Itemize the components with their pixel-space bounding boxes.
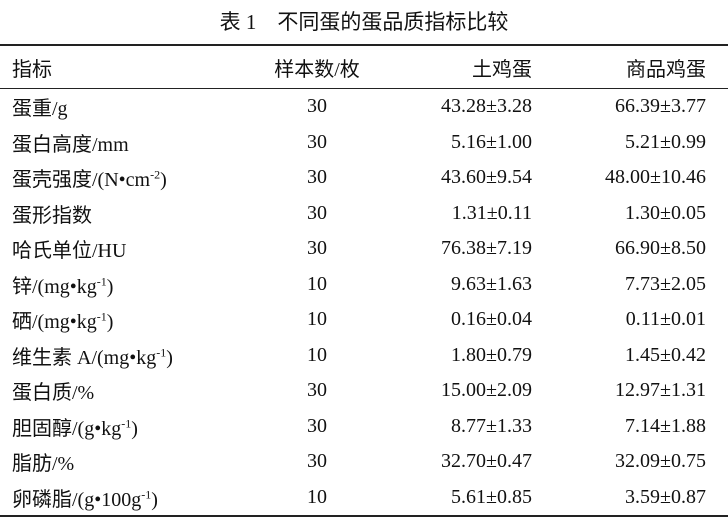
superscript: -1 (96, 309, 107, 324)
cell-text: 卵磷脂/(g•100g (12, 488, 142, 511)
cell: 蛋白质/% (12, 382, 95, 405)
header-cell: 指标 (12, 58, 52, 81)
cell: 7.14±1.88 (625, 414, 706, 437)
cell: 蛋白高度/mm (12, 133, 129, 156)
cell: 32.70±0.47 (441, 450, 532, 473)
cell: 66.39±3.77 (615, 95, 706, 118)
cell: 卵磷脂/(g•100g-1) (0, 480, 242, 517)
cell: 蛋形指数 (12, 204, 92, 227)
table-row: 蛋重/g 30 43.28±3.28 66.39±3.77 (0, 89, 728, 125)
table-row: 胆固醇/(g•kg-1) 30 8.77±1.33 7.14±1.88 (0, 409, 728, 445)
table-row: 硒/(mg•kg-1) 10 0.16±0.04 0.11±0.01 (0, 302, 728, 338)
cell: 30 (307, 201, 327, 224)
cell-text: ) (106, 275, 114, 298)
cell: 1.30±0.05 (625, 201, 706, 224)
cell-text: ) (166, 346, 173, 369)
cell: 蛋壳强度/(N•cm-2) (0, 160, 242, 196)
cell: 10 (307, 343, 327, 366)
cell: 43.28±3.28 (441, 95, 532, 118)
cell: 5.21±0.99 (625, 130, 706, 153)
cell: 10 (307, 308, 327, 331)
cell: 10 (307, 272, 327, 295)
cell: 锌/(mg•kg-1) (0, 267, 242, 303)
cell: 0.11±0.01 (625, 308, 706, 331)
table-row: 锌/(mg•kg-1) 10 9.63±1.63 7.73±2.05 (0, 267, 728, 303)
cell: 7.73±2.05 (625, 272, 706, 295)
superscript: -2 (150, 167, 161, 182)
cell: 5.61±0.85 (451, 485, 532, 508)
table-row: 哈氏单位/HU 30 76.38±7.19 66.90±8.50 (0, 231, 728, 267)
cell: 维生素 A/(mg•kg-1) (0, 338, 242, 374)
cell-text: ) (131, 417, 138, 440)
cell-text: 硒/(mg•kg (12, 311, 97, 334)
header-row: 指标 样本数/枚 土鸡蛋 商品鸡蛋 (0, 45, 728, 89)
cell: 30 (307, 166, 327, 189)
table-body: 蛋重/g 30 43.28±3.28 66.39±3.77 蛋白高度/mm 30 5.16±… (0, 89, 728, 517)
data-table: 指标 样本数/枚 土鸡蛋 商品鸡蛋 蛋重/g 30 43.28±3.28 66.39±3.7… (0, 44, 728, 517)
cell-text: 维生素 A/(mg•kg (12, 346, 157, 369)
superscript: -1 (96, 274, 107, 289)
cell: 43.60±9.54 (441, 166, 532, 189)
cell: 30 (307, 130, 327, 153)
table-row: 蛋壳强度/(N•cm-2) 30 43.60±9.54 48.00±10.46 (0, 160, 728, 196)
cell: 硒/(mg•kg-1) (0, 302, 242, 338)
cell-text: 蛋壳强度/(N•cm (12, 169, 151, 192)
cell: 32.09±0.75 (615, 450, 706, 473)
cell: 9.63±1.63 (451, 272, 532, 295)
table-row: 蛋白质/% 30 15.00±2.09 12.97±1.31 (0, 373, 728, 409)
cell: 5.16±1.00 (451, 130, 532, 153)
table-row: 脂肪/% 30 32.70±0.47 32.09±0.75 (0, 444, 728, 480)
cell: 1.45±0.42 (625, 343, 706, 366)
cell-text: 胆固醇/(g•kg (12, 417, 122, 440)
cell: 胆固醇/(g•kg-1) (0, 409, 242, 445)
cell: 30 (307, 237, 327, 260)
header-cell: 样本数/枚 (274, 58, 360, 81)
header-cell: 土鸡蛋 (472, 58, 532, 81)
superscript: -1 (156, 345, 167, 360)
superscript: -1 (121, 416, 132, 431)
cell: 脂肪/% (12, 453, 75, 476)
superscript: -1 (141, 487, 152, 502)
cell: 3.59±0.87 (625, 485, 706, 508)
cell: 1.80±0.79 (451, 343, 532, 366)
cell-text: ) (160, 169, 167, 192)
table-title: 表 1 不同蛋的蛋品质指标比较 (219, 10, 509, 34)
table-row: 蛋形指数 30 1.31±0.11 1.30±0.05 (0, 196, 728, 232)
cell: 76.38±7.19 (441, 237, 532, 260)
cell: 12.97±1.31 (615, 379, 706, 402)
cell-text: ) (151, 488, 158, 511)
cell: 0.16±0.04 (451, 308, 532, 331)
header-cell: 商品鸡蛋 (626, 58, 706, 81)
cell: 8.77±1.33 (451, 414, 532, 437)
cell: 1.31±0.11 (451, 201, 532, 224)
cell: 48.00±10.46 (605, 166, 706, 189)
cell: 66.90±8.50 (615, 237, 706, 260)
table-row: 维生素 A/(mg•kg-1) 10 1.80±0.79 1.45±0.42 (0, 338, 728, 374)
cell: 30 (307, 414, 327, 437)
cell: 15.00±2.09 (441, 379, 532, 402)
cell: 10 (307, 485, 327, 508)
cell-text: 锌/(mg•kg (12, 275, 97, 298)
cell: 30 (307, 379, 327, 402)
table-row: 蛋白高度/mm 30 5.16±1.00 5.21±0.99 (0, 125, 728, 161)
cell: 30 (307, 95, 327, 118)
cell: 30 (307, 450, 327, 473)
cell: 蛋重/g (12, 98, 68, 121)
cell: 哈氏单位/HU (12, 240, 127, 263)
table-row: 卵磷脂/(g•100g-1) 10 5.61±0.85 3.59±0.87 (0, 480, 728, 517)
cell-text: ) (106, 311, 114, 334)
